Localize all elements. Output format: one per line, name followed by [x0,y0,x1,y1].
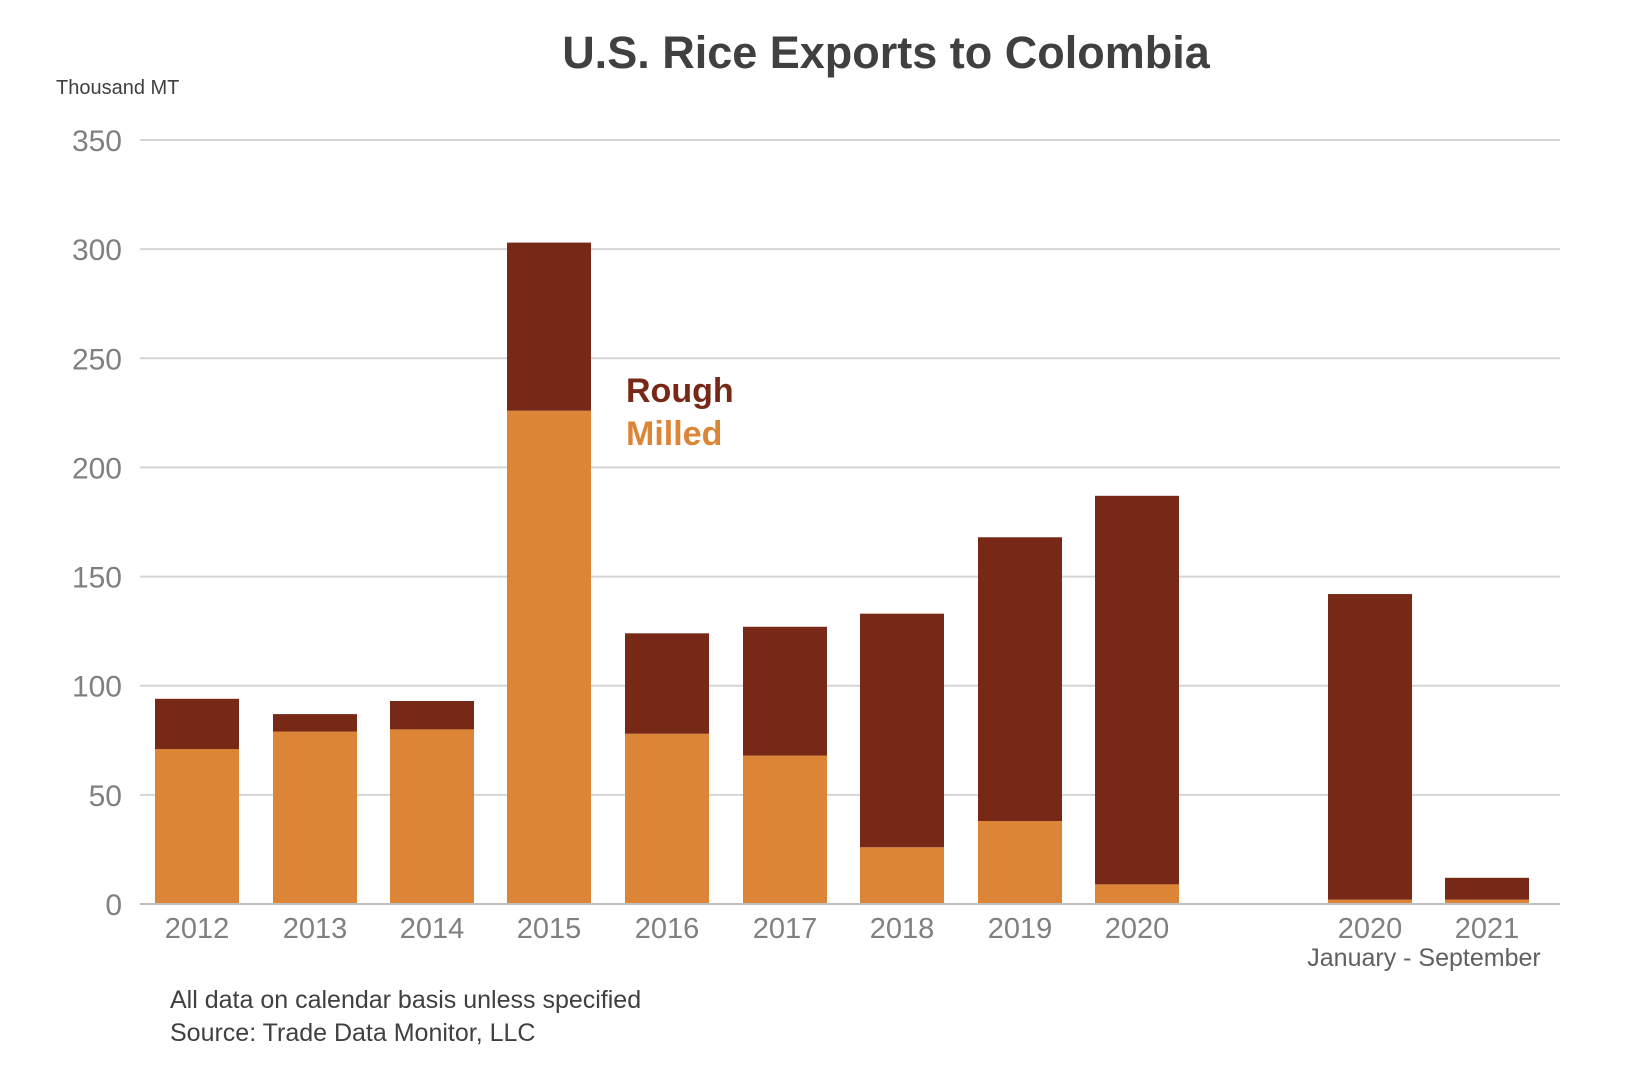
bar-rough-2019 [978,537,1062,822]
bar-milled-2014 [390,729,474,904]
footnote-source: Source: Trade Data Monitor, LLC [170,1019,535,1047]
y-tick-label: 250 [72,343,122,376]
x-tick-label: 2020 [1105,913,1170,945]
x-axis-ticks: 2012 2013 2014 2015 2016 2017 2018 2019 2020 2020… [165,913,1520,945]
bar-rough-2021 [1445,877,1529,900]
legend-item-rough: Rough [626,372,734,410]
x-tick-label: 2018 [870,913,935,945]
bar-milled-2013 [273,731,357,904]
legend: Rough Milled [626,372,734,453]
x-tick-label: 2012 [165,913,230,945]
y-tick-label: 300 [72,234,122,267]
legend-item-milled: Milled [626,415,722,453]
bar-milled-2016 [625,733,709,904]
x-tick-label: 2020 [1338,913,1403,945]
bar-rough-2014 [390,700,474,730]
bar-milled-2012 [155,749,239,904]
bar-milled-2020 [1095,884,1179,904]
bar-rough-2015 [507,242,591,411]
y-axis-label: Thousand MT [56,77,179,99]
x-tick-label: 2016 [635,913,700,945]
y-tick-label: 200 [72,452,122,485]
y-tick-label: 350 [72,125,122,158]
bar-rough-2016 [625,633,709,734]
bar-milled-2017 [743,755,827,904]
bar-milled-2015 [507,410,591,904]
x-tick-label: 2014 [400,913,465,945]
x-tick-label: 2017 [753,913,818,945]
x-tick-label: 2021 [1455,913,1520,945]
bar-rough-2018 [860,613,944,848]
y-tick-label: 0 [105,889,122,922]
bar-rough-2012 [155,698,239,750]
chart-title: U.S. Rice Exports to Colombia [562,27,1211,78]
y-tick-label: 150 [72,562,122,595]
gridlines [140,139,1560,796]
bar-milled-2019 [978,821,1062,904]
bar-rough-2013 [273,714,357,732]
bar-rough-2020 [1095,495,1179,885]
x-tick-label: 2015 [517,913,582,945]
x-tick-label: 2013 [283,913,348,945]
bar-rough-2017 [743,626,827,756]
bar-milled-2020 [1328,899,1412,904]
y-tick-label: 100 [72,671,122,704]
bars [155,242,1529,904]
x-tick-label: 2019 [988,913,1053,945]
y-tick-label: 50 [89,780,122,813]
y-axis-ticks: 0 50 100 150 200 250 300 350 [72,125,122,922]
bar-milled-2018 [860,847,944,904]
bar-rough-2020 [1328,594,1412,900]
category-group-label: January - September [1307,944,1540,972]
footnote-calendar-basis: All data on calendar basis unless specif… [170,986,641,1014]
bar-milled-2021 [1445,899,1529,904]
